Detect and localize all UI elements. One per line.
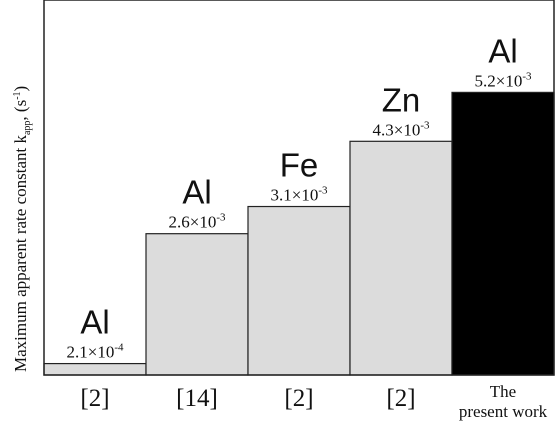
metal-label-0: Al	[80, 304, 109, 341]
x-tick-label-3: [2]	[386, 385, 415, 412]
plot-frame	[43, 0, 555, 376]
metal-label-1: Al	[182, 174, 211, 211]
value-label-3: 4.3×10-3	[372, 119, 430, 139]
value-label-2: 3.1×10-3	[270, 185, 328, 205]
x-ticks-group: [2] [14] [2] [2] The present work	[80, 382, 547, 421]
y-axis-label: Maximum apparent rate constant kapp, (s-…	[11, 86, 33, 372]
bar-4	[451, 91, 555, 376]
metal-label-3: Zn	[382, 81, 421, 118]
x-tick-label-1: [14]	[176, 385, 218, 412]
metal-label-4: Al	[488, 32, 517, 69]
value-label-0: 2.1×10-4	[66, 342, 124, 362]
bars-group	[43, 91, 555, 376]
value-label-4: 5.2×10-3	[474, 70, 532, 90]
bar-3	[349, 140, 453, 376]
bar-1	[145, 233, 249, 376]
bar-0	[43, 362, 147, 376]
value-label-1: 2.6×10-3	[168, 212, 226, 232]
x-tick-label-0: [2]	[80, 385, 109, 412]
metal-label-2: Fe	[280, 147, 319, 184]
bar-2	[247, 205, 351, 376]
x-tick-label-4: The present work	[459, 382, 548, 421]
x-tick-label-2: [2]	[284, 385, 313, 412]
